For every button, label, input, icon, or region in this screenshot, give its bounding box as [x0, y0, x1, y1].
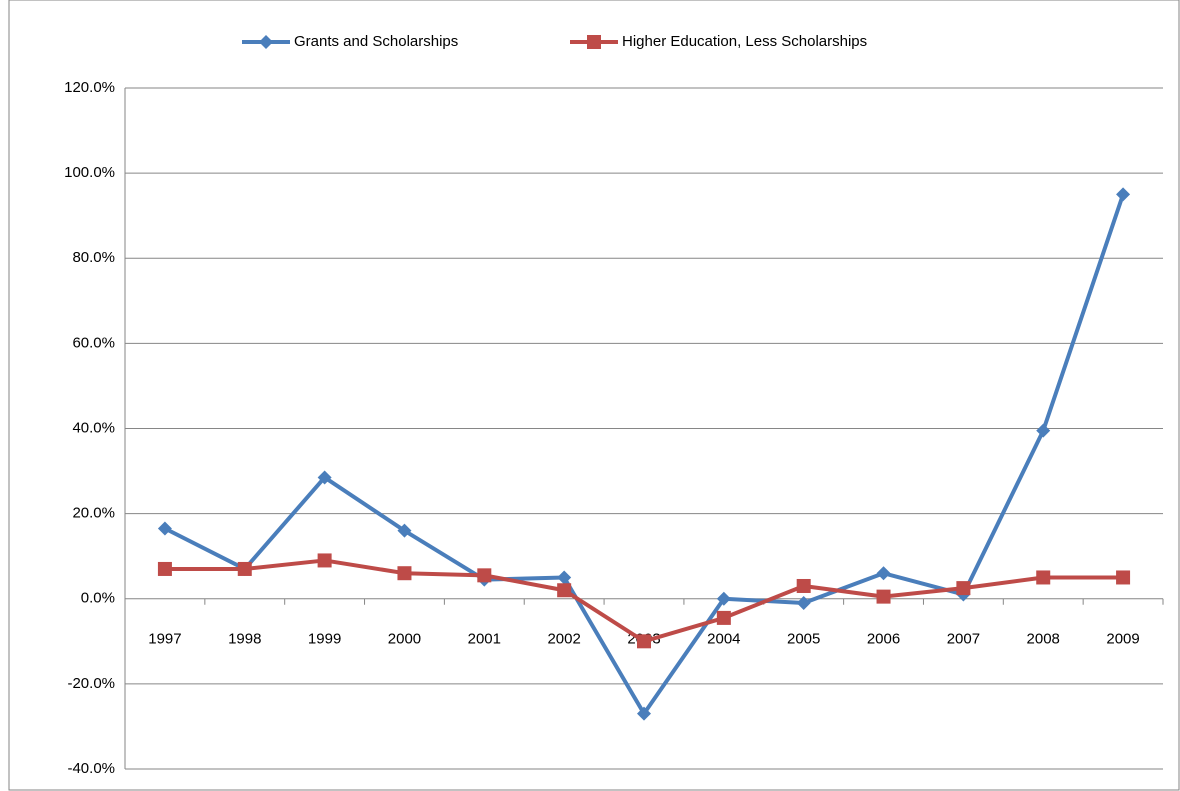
x-tick-label: 1998 [228, 631, 261, 648]
marker [1036, 570, 1051, 585]
legend-label: Higher Education, Less Scholarships [622, 33, 867, 50]
marker [1116, 570, 1131, 585]
x-tick-label: 2002 [547, 631, 580, 648]
y-tick-label: 0.0% [81, 590, 115, 607]
marker [1116, 187, 1131, 202]
y-tick-label: -20.0% [67, 675, 115, 692]
x-tick-label: 2000 [388, 631, 421, 648]
marker [397, 523, 412, 538]
marker [1036, 423, 1051, 438]
marker [796, 578, 811, 593]
chart-border [8, 0, 1180, 791]
x-tick-label: 2006 [867, 631, 900, 648]
marker [587, 35, 601, 49]
marker [716, 610, 731, 625]
x-tick-label: 1997 [148, 631, 181, 648]
marker [237, 561, 252, 576]
x-tick-label: 2009 [1106, 631, 1139, 648]
y-tick-label: 20.0% [72, 505, 115, 522]
marker [397, 566, 412, 581]
x-tick-label: 2001 [468, 631, 501, 648]
marker [637, 634, 651, 649]
marker [956, 581, 971, 596]
x-tick-label: 2007 [947, 631, 980, 648]
y-tick-label: 80.0% [72, 249, 115, 266]
x-tick-label: 1999 [308, 631, 341, 648]
marker [157, 521, 172, 536]
x-tick-label: 2008 [1027, 631, 1060, 648]
y-tick-label: 100.0% [64, 164, 115, 181]
marker [637, 706, 651, 721]
marker [317, 470, 332, 485]
marker [557, 570, 572, 585]
marker [716, 591, 731, 606]
marker [477, 568, 492, 583]
marker [557, 583, 572, 598]
marker [876, 589, 891, 604]
y-tick-label: 120.0% [64, 79, 115, 96]
legend-label: Grants and Scholarships [294, 33, 458, 50]
marker [317, 553, 332, 568]
marker [876, 566, 891, 581]
y-tick-label: -40.0% [67, 760, 115, 777]
marker [259, 35, 273, 49]
y-tick-label: 60.0% [72, 334, 115, 351]
x-tick-label: 2004 [707, 631, 740, 648]
marker [157, 561, 172, 576]
marker [796, 596, 811, 611]
x-tick-label: 2005 [787, 631, 820, 648]
y-tick-label: 40.0% [72, 419, 115, 436]
